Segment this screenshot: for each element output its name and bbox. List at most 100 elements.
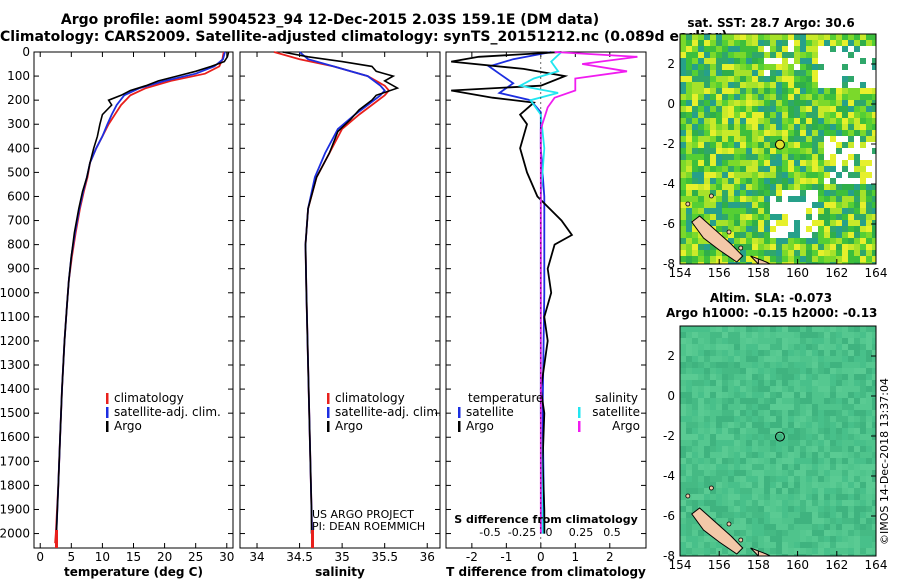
map-cell: [716, 250, 722, 256]
map-cell: [716, 76, 722, 82]
map-cell: [686, 452, 692, 458]
map-cell: [692, 64, 698, 70]
map-cell: [782, 160, 788, 166]
map-cell: [692, 166, 698, 172]
profile-panel-2: [445, 51, 647, 549]
map-cell: [692, 214, 698, 220]
map-cell: [740, 136, 746, 142]
map-cell: [692, 76, 698, 82]
map-cell: [800, 34, 806, 40]
map-cell: [722, 142, 728, 148]
map-cell: [836, 554, 842, 556]
map-cell: [686, 262, 692, 264]
map-cell: [854, 202, 860, 208]
map-cell: [860, 256, 866, 262]
map-cell: [710, 172, 716, 178]
map-cell: [734, 434, 740, 440]
map-cell: [728, 226, 734, 232]
map-cell: [758, 380, 764, 386]
map-cell: [758, 160, 764, 166]
map-cell: [872, 238, 876, 244]
map-cell: [758, 500, 764, 506]
map-cell: [722, 256, 728, 262]
map-cell: [872, 470, 876, 476]
map-cell: [872, 368, 876, 374]
map-cell: [836, 422, 842, 428]
map-cell: [734, 58, 740, 64]
map-cell: [752, 76, 758, 82]
map-cell: [764, 232, 770, 238]
map-cell: [848, 518, 854, 524]
map-cell: [680, 124, 686, 130]
map-cell: [842, 416, 848, 422]
map-cell: [680, 500, 686, 506]
map-cell: [818, 88, 824, 94]
map-cell: [824, 232, 830, 238]
island: [738, 537, 744, 543]
map-cell: [848, 112, 854, 118]
map-cell: [704, 250, 710, 256]
map-cell: [818, 124, 824, 130]
legend-swatch: [327, 393, 330, 404]
map-cell: [860, 380, 866, 386]
map-cell: [812, 434, 818, 440]
map-cell: [716, 386, 722, 392]
map-cell: [776, 238, 782, 244]
map-cell: [782, 196, 788, 202]
map-cell: [842, 392, 848, 398]
map-cell: [872, 166, 876, 172]
map-cell: [686, 482, 692, 488]
map-cell: [854, 506, 860, 512]
map-cell: [770, 172, 776, 178]
map-cell: [728, 356, 734, 362]
map-cell: [872, 82, 876, 88]
map-cell: [848, 136, 854, 142]
map-cell: [836, 494, 842, 500]
map-cell: [824, 100, 830, 106]
map-cell: [788, 118, 794, 124]
map-cell: [692, 458, 698, 464]
map-cell: [794, 238, 800, 244]
map-cell: [782, 136, 788, 142]
map-cell: [698, 458, 704, 464]
map-cell: [770, 362, 776, 368]
map-cell: [734, 244, 740, 250]
map-y-tick-label: 0: [667, 389, 675, 403]
map-cell: [854, 554, 860, 556]
map-cell: [800, 64, 806, 70]
map-cell: [704, 380, 710, 386]
map-cell: [866, 350, 872, 356]
map-cell: [698, 428, 704, 434]
map-cell: [788, 476, 794, 482]
map-cell: [782, 548, 788, 554]
map-cell: [800, 100, 806, 106]
map-cell: [692, 124, 698, 130]
map-cell: [776, 154, 782, 160]
map-cell: [836, 500, 842, 506]
map-cell: [680, 178, 686, 184]
map-cell: [860, 356, 866, 362]
map-cell: [716, 440, 722, 446]
map-cell: [842, 458, 848, 464]
map-cell: [728, 160, 734, 166]
map-cell: [800, 208, 806, 214]
map-cell: [818, 518, 824, 524]
map-cell: [686, 250, 692, 256]
map-cell: [836, 536, 842, 542]
map-x-tick-label: 158: [747, 558, 770, 572]
map-cell: [752, 226, 758, 232]
map-cell: [782, 350, 788, 356]
map-cell: [764, 160, 770, 166]
map-cell: [824, 326, 830, 332]
map-cell: [860, 208, 866, 214]
map-cell: [860, 100, 866, 106]
map-cell: [818, 160, 824, 166]
map-cell: [824, 344, 830, 350]
map-cell: [830, 34, 836, 40]
top-tick-label: -0.5: [479, 526, 500, 539]
map-cell: [746, 76, 752, 82]
map-cell: [842, 464, 848, 470]
map-cell: [830, 524, 836, 530]
map-cell: [788, 232, 794, 238]
map-cell: [860, 184, 866, 190]
